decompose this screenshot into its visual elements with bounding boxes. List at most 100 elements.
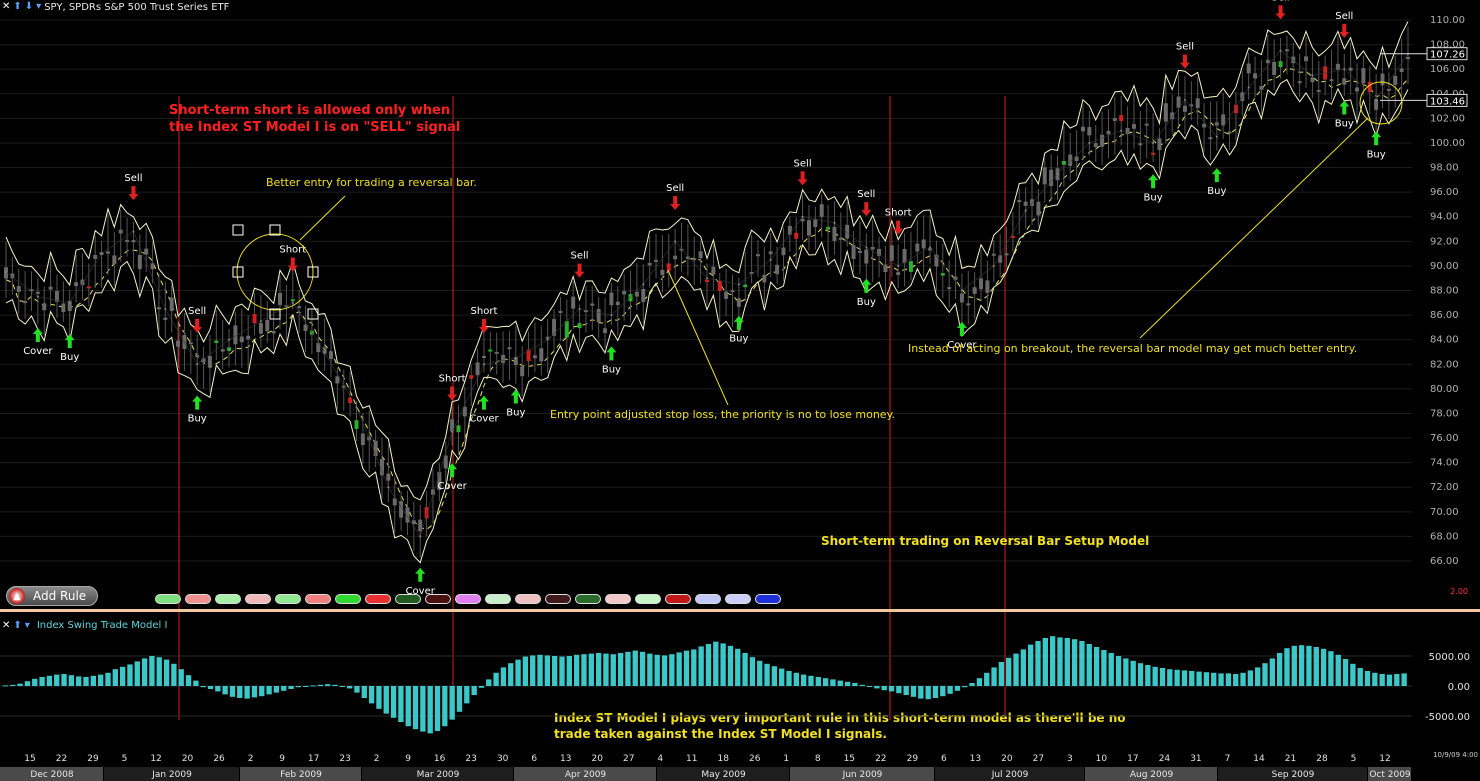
candle-body xyxy=(297,306,302,309)
histogram-bar xyxy=(669,654,675,686)
candle-body xyxy=(883,264,888,272)
price-y-tick: 86.00 xyxy=(1430,310,1459,321)
arrow-up-icon[interactable]: ⬆ xyxy=(13,620,22,631)
rule-color-swatch[interactable] xyxy=(755,594,781,604)
candle-body xyxy=(915,243,920,252)
histogram-bar xyxy=(1394,674,1400,686)
sell-arrow xyxy=(670,195,681,210)
histogram-bar xyxy=(1006,657,1012,686)
rule-color-swatch[interactable] xyxy=(515,594,541,604)
rule-color-swatch[interactable] xyxy=(725,594,751,604)
sell-arrow xyxy=(861,202,872,217)
selection-handle xyxy=(269,224,281,236)
candle-body xyxy=(711,266,716,275)
histogram-bar xyxy=(749,657,756,686)
candle-body xyxy=(1342,78,1347,85)
candle-body xyxy=(552,318,557,336)
histogram-bar xyxy=(1276,653,1283,686)
histogram-bar xyxy=(595,653,602,686)
histogram-bar xyxy=(141,658,148,686)
x-month-band xyxy=(362,767,513,781)
close-icon[interactable]: ✕ xyxy=(2,1,11,12)
rule-color-swatch[interactable] xyxy=(425,594,451,604)
histogram-bar xyxy=(537,654,543,686)
x-day-tick: 12 xyxy=(1379,754,1390,764)
signal-label-buy: Cover xyxy=(947,340,977,351)
histogram-bar xyxy=(215,686,221,692)
candle-body xyxy=(749,272,754,275)
arrow-up-icon[interactable]: ⬆ xyxy=(13,1,22,12)
candle-body xyxy=(278,292,283,306)
candle-body xyxy=(481,355,486,358)
candle-body xyxy=(902,248,907,263)
arrow-down-icon[interactable]: ⬇ xyxy=(24,1,34,12)
candle-body xyxy=(603,328,608,334)
rule-color-swatch[interactable] xyxy=(695,594,721,604)
rule-color-swatch[interactable] xyxy=(575,594,601,604)
rule-color-swatch[interactable] xyxy=(365,594,391,604)
candle-body xyxy=(615,301,620,306)
price-point xyxy=(865,246,868,249)
histogram-bar xyxy=(244,686,250,699)
rule-color-swatch[interactable] xyxy=(605,594,631,604)
candle-body xyxy=(1106,130,1111,135)
rule-color-swatch[interactable] xyxy=(275,594,301,604)
rule-color-swatch[interactable] xyxy=(155,594,181,604)
histogram-bar xyxy=(1335,654,1341,686)
rule-color-swatch[interactable] xyxy=(545,594,571,604)
price-y-tick: 74.00 xyxy=(1430,458,1459,469)
triangle-down-icon[interactable]: ▾ xyxy=(24,620,30,631)
histogram-bar xyxy=(237,686,243,698)
candle-body xyxy=(851,245,856,259)
add-rule-button[interactable]: ▲ Add Rule xyxy=(6,586,98,606)
close-icon[interactable]: ✕ xyxy=(2,620,11,631)
price-gridlines xyxy=(0,19,1412,562)
histogram-bar xyxy=(390,686,397,718)
histogram-bar xyxy=(918,686,924,699)
candle-body xyxy=(507,347,512,350)
rule-color-swatch[interactable] xyxy=(455,594,481,604)
price-point xyxy=(897,264,900,267)
histogram-bar xyxy=(83,677,89,686)
symbol-header: ✕ ⬆ ⬇ ▾ SPY, SPDRs S&P 500 Trust Series … xyxy=(0,0,229,14)
candle-body xyxy=(399,501,404,518)
candle-body xyxy=(1380,73,1385,86)
rule-color-swatch[interactable] xyxy=(215,594,241,604)
rule-color-swatch[interactable] xyxy=(335,594,361,604)
rule-color-swatch[interactable] xyxy=(395,594,421,604)
candle-body xyxy=(654,259,659,262)
histogram-bar xyxy=(259,686,265,697)
price-y-tick: 90.00 xyxy=(1430,261,1459,272)
x-day-tick: 13 xyxy=(970,754,981,764)
candle-body xyxy=(724,291,729,299)
price-point xyxy=(706,277,708,280)
histogram-bar xyxy=(178,669,184,686)
candle-body xyxy=(392,498,397,506)
candle-body xyxy=(692,258,697,261)
annotation-text: Entry point adjusted stop loss, the prio… xyxy=(550,408,895,421)
rule-color-swatch[interactable] xyxy=(185,594,211,604)
annotations: Short-term short is allowed only when the… xyxy=(169,81,1403,741)
price-point xyxy=(164,307,167,310)
histogram-bar xyxy=(888,686,895,692)
rule-color-swatch[interactable] xyxy=(485,594,511,604)
corner-timestamp-label: 10/9/09 4:00 xyxy=(1433,751,1478,759)
rule-color-swatch[interactable] xyxy=(665,594,691,604)
rule-color-swatch[interactable] xyxy=(245,594,271,604)
histogram-bar xyxy=(984,672,990,686)
triangle-down-icon[interactable]: ▾ xyxy=(36,1,42,12)
candle-body xyxy=(125,239,130,242)
candle-body xyxy=(526,349,531,362)
rule-color-swatch[interactable] xyxy=(305,594,331,604)
x-day-tick: 6 xyxy=(941,754,947,764)
histogram-bar xyxy=(530,655,536,686)
signal-label-buy: Buy xyxy=(506,407,525,418)
candle-body xyxy=(379,458,384,476)
histogram-bar xyxy=(171,663,177,686)
x-month-label: Apr 2009 xyxy=(565,770,607,780)
histogram-bar xyxy=(947,686,953,694)
candle-body xyxy=(730,290,735,293)
panel-divider-bar xyxy=(0,609,1480,612)
rule-color-swatch[interactable] xyxy=(635,594,661,604)
histogram-bar xyxy=(156,657,162,686)
